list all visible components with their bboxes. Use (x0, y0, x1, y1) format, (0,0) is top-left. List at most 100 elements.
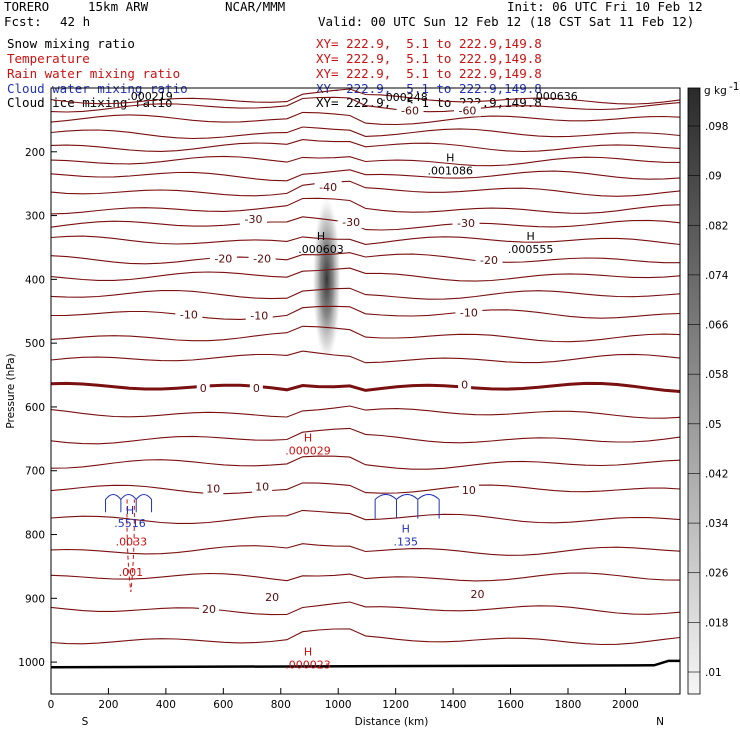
temperature-label-bg (262, 590, 283, 604)
isotherm-line (50, 325, 681, 343)
temperature-label: -30 (457, 217, 475, 230)
temperature-label: -60 (458, 104, 476, 117)
x-tick-label: 400 (156, 699, 176, 711)
x-tick-label: 2000 (612, 699, 639, 711)
temperature-label-bg (239, 211, 267, 225)
y-tick-label: 800 (25, 530, 45, 542)
cloud-water-max-value: .5516 (114, 517, 146, 530)
field-name-rain: Rain water mixing ratio (7, 66, 181, 81)
forecast-label: Fcst: (4, 14, 42, 29)
init-time: Init: 06 UTC Fri 10 Feb 12 (507, 0, 703, 14)
valid-time: Valid: 00 UTC Sun 12 Feb 12 (18 CST Sat … (318, 14, 695, 29)
isotherm-zero (50, 381, 681, 393)
snow-max-value: .000603 (298, 243, 344, 256)
temperature-label-bg (175, 307, 203, 321)
isotherm-line (50, 427, 681, 445)
colorbar-tick-label: .026 (705, 568, 729, 580)
temperature-label-bg (458, 377, 472, 391)
colorbar-tick-label: .034 (705, 518, 729, 530)
snow-max-value: .000555 (508, 243, 554, 256)
temperature-label: -10 (250, 310, 268, 323)
temperature-label: 20 (471, 588, 485, 601)
temperature-label: 20 (202, 603, 216, 616)
colorbar (687, 87, 701, 695)
isotherm-line (50, 455, 681, 470)
isotherm-line (50, 482, 681, 495)
y-tick-label: 900 (25, 593, 45, 605)
isotherm-line (50, 628, 681, 646)
y-tick-label: 700 (25, 466, 45, 478)
temperature-label: -30 (245, 213, 263, 226)
temperature-label: 10 (462, 484, 476, 497)
north-end-label: N (656, 716, 664, 728)
temperature-label: 10 (255, 481, 269, 494)
x-tick-label: 1200 (382, 699, 409, 711)
temperature-label-bg (396, 103, 424, 117)
colorbar-tick-label: .042 (705, 468, 728, 480)
x-axis-label: Distance (km) (355, 716, 429, 728)
colorbar-tick-label: .082 (705, 220, 728, 232)
isotherm-line (50, 350, 681, 364)
temperature-label: -60 (401, 104, 419, 117)
temperature-label-bg (475, 253, 503, 267)
ground-line (50, 659, 680, 669)
colorbar-tick-label: .058 (705, 369, 728, 381)
colorbar-tick-label: .09 (705, 171, 722, 183)
model-name: TORERO (4, 0, 50, 14)
top-max-value: .000248 (382, 91, 428, 104)
top-max-value: .000219 (127, 90, 173, 103)
forecast-hour: 42 h (60, 14, 91, 29)
temperature-label-bg (252, 479, 273, 493)
snow-high-marker: H (317, 230, 325, 243)
colorbar-tick-label: .066 (705, 320, 729, 332)
field-name-snow: Snow mixing ratio (7, 36, 135, 51)
isotherm-line (50, 96, 681, 113)
temperature-label: -10 (460, 307, 478, 320)
x-tick-label: 1000 (325, 699, 352, 711)
snow-high-marker: H (527, 230, 535, 243)
x-tick-label: 1800 (555, 699, 582, 711)
x-tick-label: 800 (271, 699, 291, 711)
isotherm-line (50, 139, 681, 153)
temperature-label-bg (455, 305, 483, 319)
temperature-label: -20 (214, 252, 232, 265)
isotherm-line (50, 572, 681, 582)
temperature-label: -10 (180, 308, 198, 321)
colorbar-tick-label: .098 (705, 121, 728, 133)
isotherm-line (50, 155, 681, 167)
temperature-label: 0 (200, 382, 207, 395)
temperature-label-bg (453, 103, 481, 117)
isotherm-line (50, 180, 681, 197)
isotherm-line (50, 509, 681, 524)
temperature-label: 0 (461, 379, 468, 392)
y-tick-label: 200 (25, 147, 45, 159)
cloud-water-high-marker: H (402, 523, 410, 536)
rain-max-value: .001 (119, 566, 144, 579)
plot-frame (50, 87, 681, 695)
x-tick-label: 1600 (497, 699, 524, 711)
x-tick-label: 600 (213, 699, 233, 711)
temperature-label: -30 (342, 216, 360, 229)
y-tick-label: 500 (25, 338, 45, 350)
y-tick-label: 1000 (18, 657, 45, 669)
snow-max-value: .001086 (427, 164, 473, 177)
temperature-label: -20 (253, 252, 271, 265)
colorbar-tick-label: .074 (705, 270, 729, 282)
y-axis-label: Pressure (hPa) (5, 353, 17, 428)
organization: NCAR/MMM (225, 0, 286, 14)
colorbar-unit-exponent: -1 (729, 81, 739, 93)
temperature-label-bg (203, 481, 224, 495)
isotherm-line (50, 305, 681, 320)
y-tick-label: 600 (25, 402, 45, 414)
rain-max-value: .000023 (285, 659, 331, 672)
rain-max-value: .0033 (116, 536, 148, 549)
isotherm-line (50, 252, 680, 265)
isotherm-line (50, 267, 681, 282)
colorbar-tick-label: .018 (705, 617, 728, 629)
isotherm-line (50, 88, 681, 105)
temperature-label-bg (248, 251, 276, 265)
temperature-label-bg (458, 482, 479, 496)
cloud-water-max-value: .135 (393, 536, 418, 549)
cloud-water-contour (105, 493, 153, 513)
